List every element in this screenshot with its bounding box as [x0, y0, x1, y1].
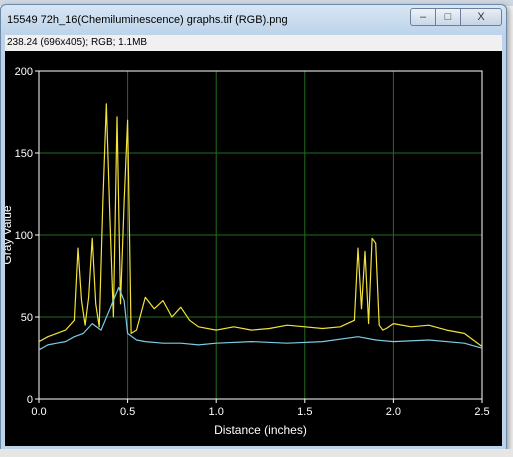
- y-tick-label: 100: [15, 230, 33, 242]
- profile-chart: 0.0 0.5 1.0 1.5 2.0 2.5 0 50 100 150 200 Distance (…: [5, 66, 490, 437]
- maximize-icon: □: [444, 11, 452, 23]
- minimize-button[interactable]: –: [410, 8, 436, 26]
- x-tick-label: 0.0: [31, 406, 46, 418]
- desktop-background: [0, 0, 513, 6]
- y-tick-label: 0: [27, 394, 33, 406]
- x-tick-label: 0.5: [120, 406, 135, 418]
- x-axis-label: Distance (inches): [214, 423, 307, 437]
- series-line-cyan: [38, 286, 483, 351]
- minimize-icon: –: [419, 11, 427, 23]
- x-tick-label: 2.5: [474, 406, 489, 418]
- maximize-button[interactable]: □: [435, 8, 461, 26]
- image-window[interactable]: 15549 72h_16(Chemiluminescence) graphs.t…: [0, 4, 507, 451]
- title-bar[interactable]: 15549 72h_16(Chemiluminescence) graphs.t…: [1, 5, 506, 35]
- window-title: 15549 72h_16(Chemiluminescence) graphs.t…: [7, 14, 288, 26]
- x-tick-label: 1.5: [297, 406, 312, 418]
- desktop-bottom: [0, 449, 513, 457]
- plot-canvas[interactable]: 0.0 0.5 1.0 1.5 2.0 2.5 0 50 100 150 200 Distance (…: [5, 51, 502, 446]
- y-tick-label: 50: [21, 312, 33, 324]
- window-controls: – □ X: [410, 8, 502, 26]
- close-button[interactable]: X: [460, 8, 502, 26]
- series-line-yellow: [38, 103, 483, 347]
- image-info: 238.24 (696x405); RGB; 1.1MB: [5, 35, 502, 51]
- x-tick-label: 1.0: [209, 406, 224, 418]
- y-tick-label: 150: [15, 148, 33, 160]
- y-axis-label: Gray Value: [5, 205, 14, 264]
- close-icon: X: [477, 11, 485, 23]
- x-tick-label: 2.0: [386, 406, 401, 418]
- y-tick-label: 200: [15, 66, 33, 78]
